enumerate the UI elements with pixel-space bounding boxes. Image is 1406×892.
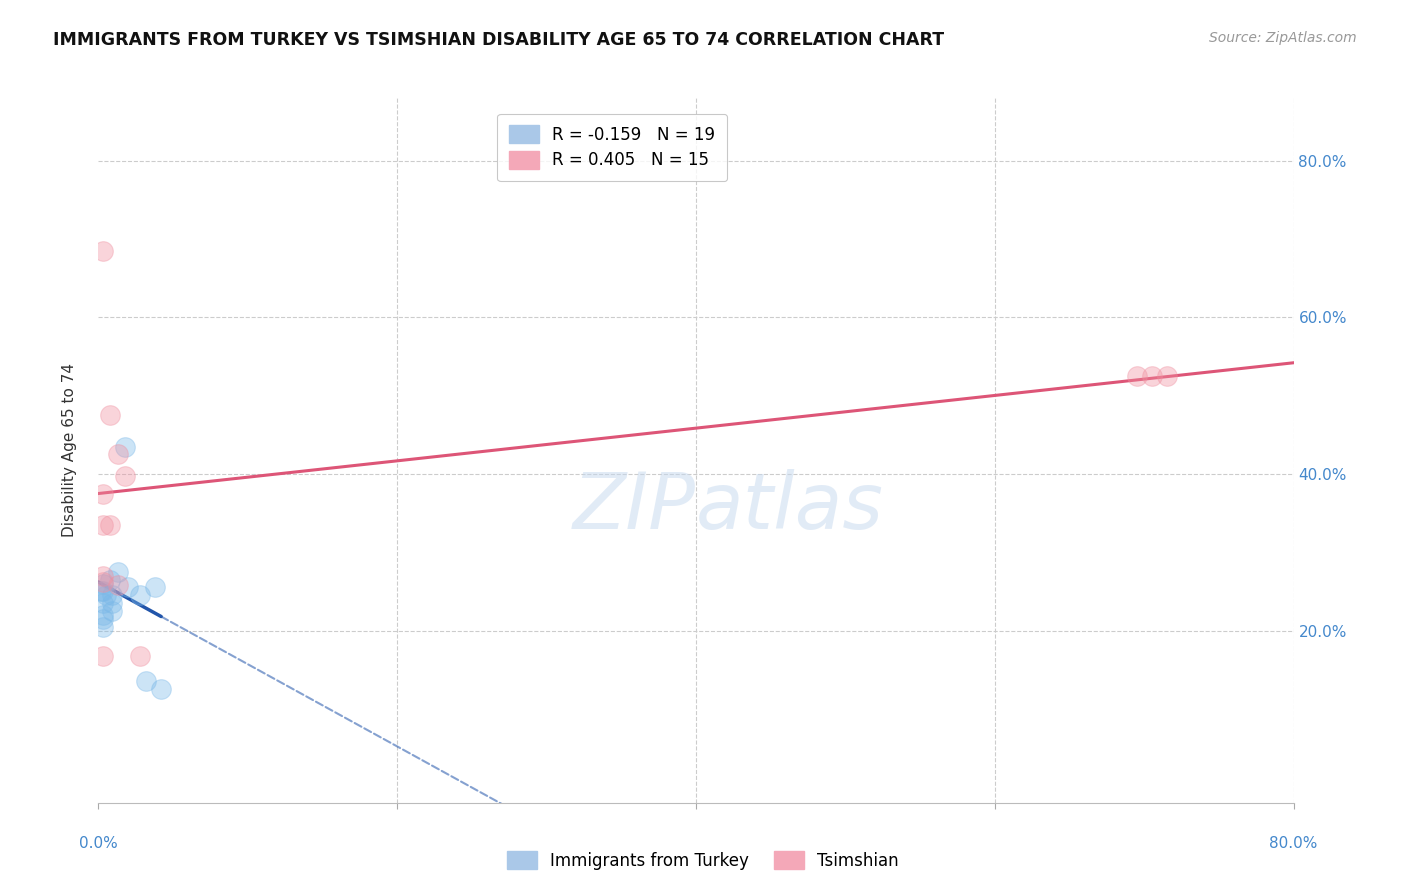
Point bbox=[98, 517, 122, 532]
Text: IMMIGRANTS FROM TURKEY VS TSIMSHIAN DISABILITY AGE 65 TO 74 CORRELATION CHART: IMMIGRANTS FROM TURKEY VS TSIMSHIAN DISA… bbox=[53, 31, 945, 49]
Text: atlas: atlas bbox=[696, 469, 884, 545]
Point bbox=[91, 648, 114, 663]
Point bbox=[107, 447, 129, 461]
Point bbox=[91, 576, 114, 591]
Point bbox=[91, 607, 114, 622]
Point bbox=[114, 468, 136, 483]
Point bbox=[101, 596, 124, 610]
Text: 80.0%: 80.0% bbox=[1270, 836, 1317, 851]
Point bbox=[91, 574, 114, 589]
Point bbox=[94, 588, 117, 602]
Point bbox=[91, 486, 114, 500]
Legend: R = -0.159   N = 19, R = 0.405   N = 15: R = -0.159 N = 19, R = 0.405 N = 15 bbox=[498, 113, 727, 181]
Point bbox=[1156, 369, 1178, 384]
Point bbox=[91, 568, 114, 582]
Text: 0.0%: 0.0% bbox=[79, 836, 118, 851]
Point bbox=[107, 578, 129, 592]
Point bbox=[101, 604, 124, 618]
Text: ZIP: ZIP bbox=[574, 469, 696, 545]
Point bbox=[150, 682, 173, 697]
Point bbox=[129, 648, 152, 663]
Point bbox=[91, 619, 114, 633]
Point bbox=[1125, 369, 1147, 384]
Point bbox=[91, 612, 114, 626]
Point bbox=[91, 244, 114, 258]
Point bbox=[135, 674, 157, 689]
Legend: Immigrants from Turkey, Tsimshian: Immigrants from Turkey, Tsimshian bbox=[501, 845, 905, 877]
Point bbox=[91, 584, 114, 599]
Point bbox=[114, 440, 136, 454]
Point bbox=[129, 588, 152, 602]
Point bbox=[91, 596, 114, 610]
Point bbox=[98, 409, 122, 423]
Y-axis label: Disability Age 65 to 74: Disability Age 65 to 74 bbox=[62, 363, 77, 538]
Point bbox=[117, 581, 139, 595]
Text: Source: ZipAtlas.com: Source: ZipAtlas.com bbox=[1209, 31, 1357, 45]
Point bbox=[98, 573, 122, 587]
Point bbox=[143, 581, 166, 595]
Point bbox=[90, 584, 112, 599]
Point bbox=[107, 565, 129, 579]
Point bbox=[91, 517, 114, 532]
Point bbox=[1140, 369, 1163, 384]
Point bbox=[101, 588, 124, 602]
